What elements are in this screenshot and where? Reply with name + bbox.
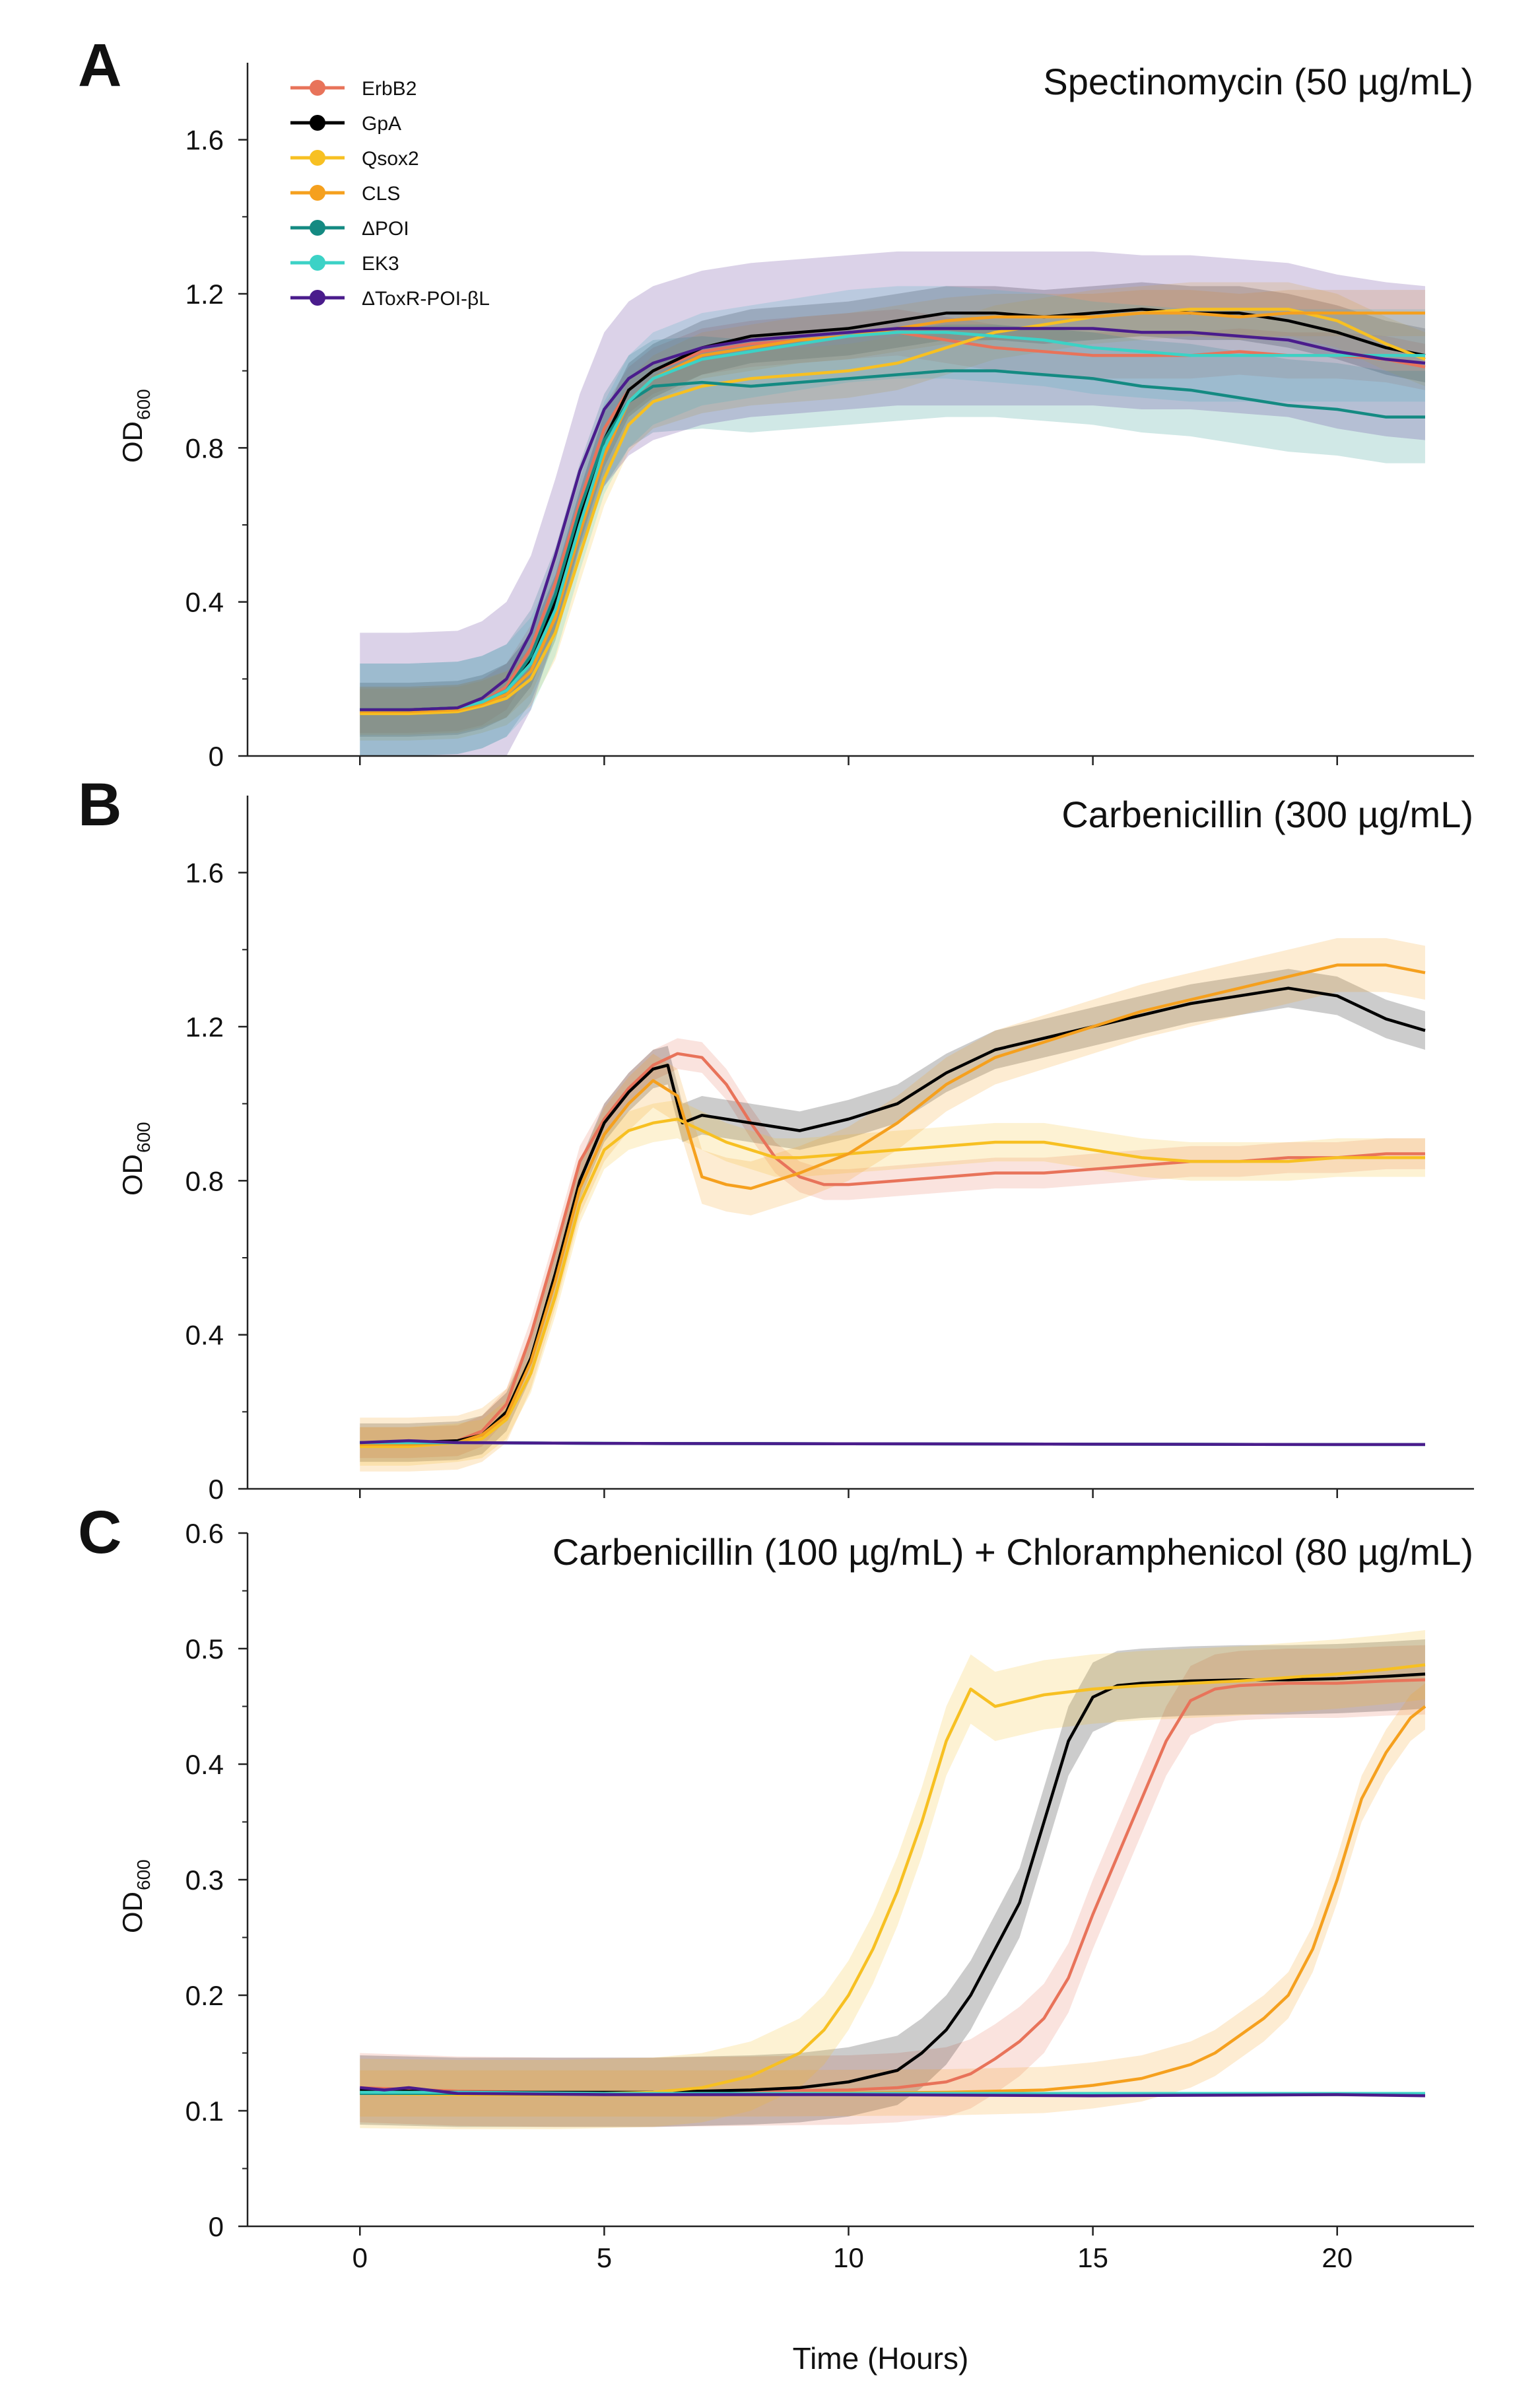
y-tick-label: 0 xyxy=(209,741,224,772)
series-line-A-6 xyxy=(360,327,1426,712)
series-line-A-4 xyxy=(360,369,1425,712)
panel-title-B: Carbenicillin (300 µg/mL) xyxy=(1061,794,1473,835)
legend-entry: CLS xyxy=(362,183,400,205)
panel-letter-B: B xyxy=(78,771,121,839)
y-tick-label: 0 xyxy=(209,1474,224,1505)
panel-title-C: Carbenicillin (100 µg/mL) + Chlorampheni… xyxy=(552,1531,1473,1573)
x-tick-label: 20 xyxy=(1322,2242,1353,2273)
band-C-1 xyxy=(360,1639,1425,2127)
x-tick-label: 10 xyxy=(833,2242,864,2273)
band-A-6 xyxy=(360,251,1425,756)
panel-letter-C: C xyxy=(78,1499,121,1566)
legend: ErbB2 GpA Qsox2 CLS ΔPOI EK3 ΔToxR-POI-βL xyxy=(290,78,490,310)
band-C-3 xyxy=(360,1683,1425,2117)
series-line-C-6 xyxy=(360,2086,1426,2098)
band-A-0 xyxy=(360,309,1425,733)
legend-marker xyxy=(310,80,325,96)
x-tick-label: 15 xyxy=(1077,2242,1108,2273)
series-line-A-5 xyxy=(360,331,1425,712)
legend-entry: Qsox2 xyxy=(362,148,419,170)
legend-marker xyxy=(310,290,325,306)
y-tick-label: 1.6 xyxy=(185,858,224,889)
axes xyxy=(238,63,1474,2236)
series-line-B-6 xyxy=(360,1439,1425,1447)
legend-entry: ErbB2 xyxy=(362,78,417,100)
series-line-B-1 xyxy=(360,986,1426,1445)
band-A-3 xyxy=(360,290,1425,735)
panel-letter-A: A xyxy=(78,32,121,99)
band-B-2 xyxy=(360,1099,1425,1466)
y-axis-label-subscript: 600 xyxy=(133,1859,154,1890)
y-axis-label-subscript: 600 xyxy=(133,389,154,420)
series-line-C-2 xyxy=(360,1663,1426,2096)
y-tick-label: 0 xyxy=(209,2211,224,2242)
y-axis-label-main: OD xyxy=(117,421,148,463)
panel-title-A: Spectinomycin (50 µg/mL) xyxy=(1043,61,1473,102)
y-tick-label: 0.8 xyxy=(185,1165,224,1196)
y-axis-label-main: OD xyxy=(117,1154,148,1196)
x-tick-label: 5 xyxy=(597,2242,612,2273)
x-tick-label: 0 xyxy=(352,2242,368,2273)
series-line-A-3 xyxy=(360,311,1425,714)
y-tick-label: 0.1 xyxy=(185,2096,224,2127)
confidence-bands xyxy=(360,251,1425,2129)
y-tick-label: 0.5 xyxy=(185,1633,224,1664)
y-tick-label: 1.2 xyxy=(185,279,224,310)
series-lines xyxy=(360,308,1426,2098)
legend-marker xyxy=(310,185,325,201)
y-tick-label: 0.6 xyxy=(185,1518,224,1549)
legend-entry: ΔToxR-POI-βL xyxy=(362,288,490,310)
y-tick-label: 0.8 xyxy=(185,432,224,463)
legend-entry: ΔPOI xyxy=(362,218,409,240)
series-line-A-2 xyxy=(360,308,1426,716)
y-tick-label: 0.4 xyxy=(185,1320,224,1351)
legend-marker xyxy=(310,255,325,271)
y-axis-label-subscript: 600 xyxy=(133,1122,154,1153)
legend-entry: EK3 xyxy=(362,253,399,275)
legend-marker xyxy=(310,115,325,131)
x-axis-title: Time (Hours) xyxy=(793,2341,969,2376)
y-tick-label: 0.4 xyxy=(185,1749,224,1780)
y-tick-label: 1.2 xyxy=(185,1011,224,1043)
y-tick-label: 0.2 xyxy=(185,1980,224,2011)
series-line-B-3 xyxy=(360,963,1426,1447)
legend-marker xyxy=(310,220,325,236)
band-C-2 xyxy=(360,1630,1425,2129)
band-C-0 xyxy=(360,1645,1425,2127)
y-tick-label: 0.3 xyxy=(185,1865,224,1896)
y-tick-label: 0.4 xyxy=(185,587,224,618)
legend-entry: GpA xyxy=(362,113,401,135)
legend-marker xyxy=(310,150,325,166)
y-axis-label-main: OD xyxy=(117,1892,148,1933)
y-tick-label: 1.6 xyxy=(185,125,224,156)
series-line-B-2 xyxy=(360,1117,1425,1449)
